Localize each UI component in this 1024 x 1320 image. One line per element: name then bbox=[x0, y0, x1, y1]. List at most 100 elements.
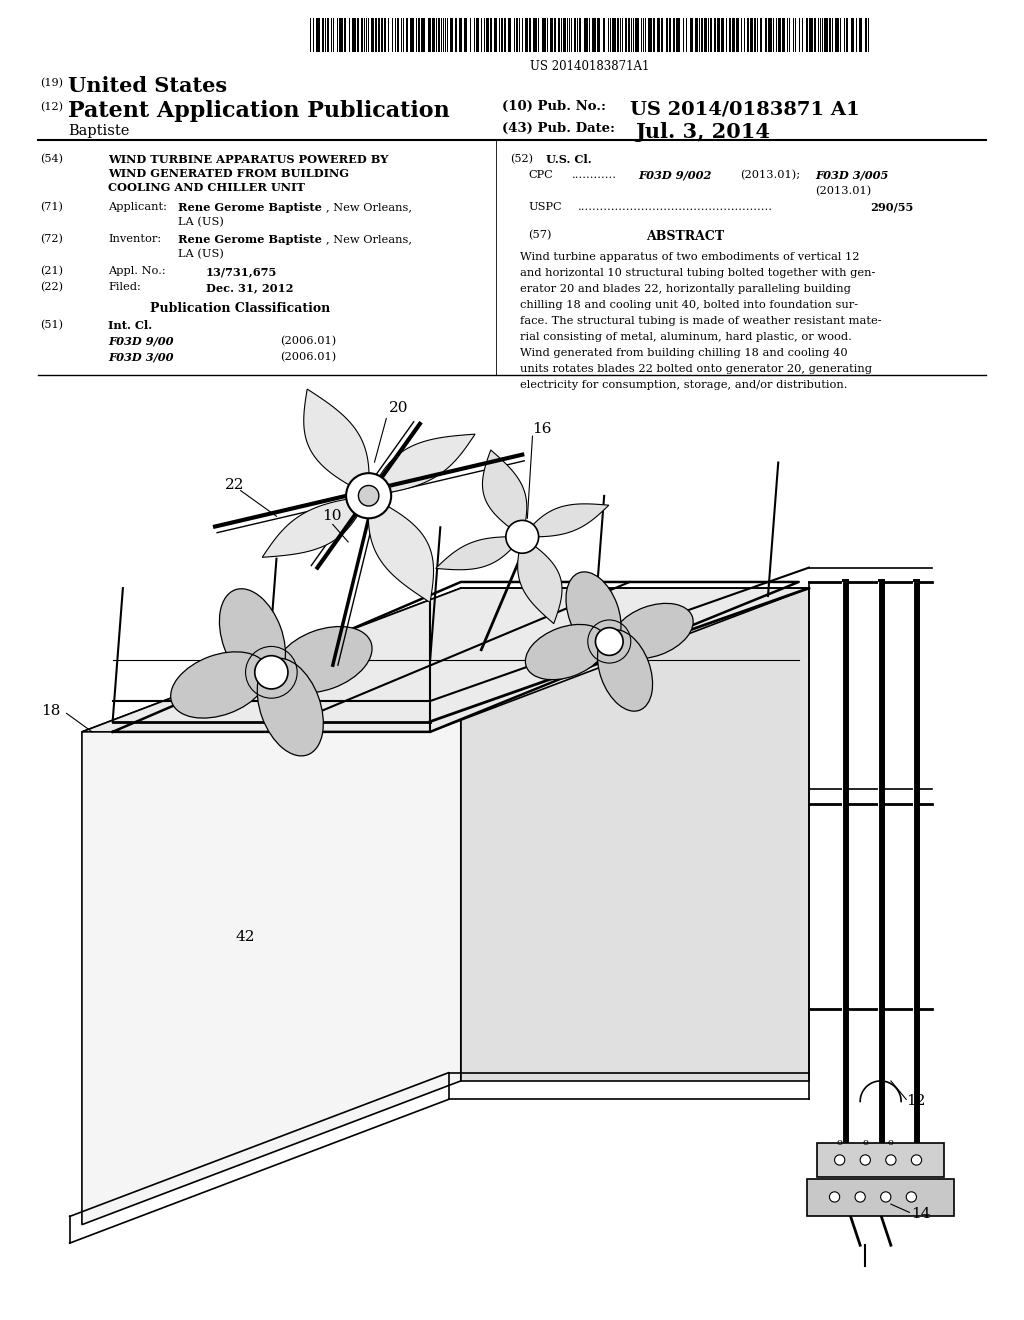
Polygon shape bbox=[435, 537, 522, 570]
Bar bbox=[666, 18, 668, 51]
Bar bbox=[760, 18, 762, 51]
Text: Patent Application Publication: Patent Application Publication bbox=[68, 100, 450, 121]
Bar bbox=[859, 18, 862, 51]
Text: Rene Gerome Baptiste: Rene Gerome Baptiste bbox=[178, 234, 322, 246]
Bar bbox=[384, 18, 386, 51]
Bar bbox=[558, 18, 560, 51]
Bar bbox=[397, 18, 399, 51]
Bar bbox=[657, 18, 660, 51]
Bar bbox=[357, 18, 359, 51]
Polygon shape bbox=[518, 537, 562, 623]
Bar bbox=[550, 18, 553, 51]
Bar bbox=[410, 18, 414, 51]
Bar bbox=[438, 18, 440, 51]
Bar bbox=[529, 18, 531, 51]
FancyBboxPatch shape bbox=[817, 1143, 944, 1177]
Polygon shape bbox=[82, 589, 809, 731]
Bar bbox=[450, 18, 453, 51]
Polygon shape bbox=[369, 496, 433, 602]
Text: U.S. Cl.: U.S. Cl. bbox=[546, 154, 592, 165]
Polygon shape bbox=[482, 450, 526, 537]
Circle shape bbox=[596, 627, 623, 656]
Bar bbox=[525, 18, 528, 51]
Bar bbox=[316, 18, 319, 51]
Polygon shape bbox=[262, 496, 369, 557]
Ellipse shape bbox=[171, 652, 268, 718]
Circle shape bbox=[358, 486, 379, 506]
Text: (2006.01): (2006.01) bbox=[280, 352, 336, 362]
Bar bbox=[695, 18, 698, 51]
Ellipse shape bbox=[257, 659, 324, 756]
Text: rial consisting of metal, aluminum, hard plastic, or wood.: rial consisting of metal, aluminum, hard… bbox=[520, 333, 852, 342]
Bar bbox=[516, 18, 518, 51]
Text: Filed:: Filed: bbox=[108, 282, 140, 292]
Ellipse shape bbox=[274, 627, 372, 693]
Text: Int. Cl.: Int. Cl. bbox=[108, 319, 153, 331]
Text: (2013.01): (2013.01) bbox=[815, 186, 871, 197]
Text: o: o bbox=[837, 1138, 843, 1147]
Bar bbox=[361, 18, 362, 51]
Circle shape bbox=[255, 656, 288, 689]
Polygon shape bbox=[369, 434, 475, 496]
Bar bbox=[504, 18, 506, 51]
Text: 42: 42 bbox=[236, 931, 255, 944]
Text: 290/55: 290/55 bbox=[870, 202, 913, 213]
Bar bbox=[476, 18, 479, 51]
Text: USPC: USPC bbox=[528, 202, 561, 213]
Ellipse shape bbox=[597, 630, 652, 711]
Bar bbox=[701, 18, 703, 51]
Bar bbox=[563, 18, 566, 51]
Bar bbox=[851, 18, 854, 51]
Bar bbox=[579, 18, 581, 51]
Bar bbox=[406, 18, 408, 51]
Text: WIND GENERATED FROM BUILDING: WIND GENERATED FROM BUILDING bbox=[108, 168, 349, 180]
Bar bbox=[824, 18, 828, 51]
Polygon shape bbox=[304, 389, 369, 496]
Text: (2006.01): (2006.01) bbox=[280, 337, 336, 346]
Text: United States: United States bbox=[68, 77, 227, 96]
Text: 22: 22 bbox=[225, 478, 245, 492]
Bar bbox=[710, 18, 712, 51]
Bar bbox=[673, 18, 675, 51]
Bar bbox=[381, 18, 383, 51]
Text: LA (US): LA (US) bbox=[178, 249, 224, 259]
Bar bbox=[327, 18, 329, 51]
Text: F03D 9/00: F03D 9/00 bbox=[108, 337, 173, 347]
Ellipse shape bbox=[566, 572, 622, 653]
Text: ............: ............ bbox=[572, 170, 617, 180]
Circle shape bbox=[906, 1192, 916, 1203]
Bar bbox=[421, 18, 425, 51]
Bar bbox=[322, 18, 324, 51]
Bar bbox=[676, 18, 680, 51]
Text: COOLING AND CHILLER UNIT: COOLING AND CHILLER UNIT bbox=[108, 182, 305, 193]
Text: (71): (71) bbox=[40, 202, 62, 213]
Bar bbox=[778, 18, 781, 51]
Bar bbox=[768, 18, 772, 51]
Ellipse shape bbox=[612, 603, 693, 659]
Bar bbox=[534, 18, 537, 51]
Bar bbox=[584, 18, 588, 51]
Text: Jul. 3, 2014: Jul. 3, 2014 bbox=[636, 121, 771, 143]
Text: and horizontal 10 structural tubing bolted together with gen-: and horizontal 10 structural tubing bolt… bbox=[520, 268, 876, 279]
Bar bbox=[806, 18, 808, 51]
Bar bbox=[635, 18, 639, 51]
Text: Appl. No.:: Appl. No.: bbox=[108, 267, 166, 276]
Text: (19): (19) bbox=[40, 78, 63, 88]
Bar bbox=[717, 18, 720, 51]
Bar bbox=[339, 18, 343, 51]
Bar bbox=[494, 18, 497, 51]
Text: Wind turbine apparatus of two embodiments of vertical 12: Wind turbine apparatus of two embodiment… bbox=[520, 252, 859, 261]
Bar bbox=[597, 18, 600, 51]
Bar bbox=[814, 18, 816, 51]
Ellipse shape bbox=[219, 589, 286, 686]
Circle shape bbox=[829, 1192, 840, 1203]
Text: Inventor:: Inventor: bbox=[108, 234, 161, 244]
Text: (22): (22) bbox=[40, 282, 63, 292]
Bar bbox=[754, 18, 756, 51]
Bar bbox=[714, 18, 716, 51]
Bar bbox=[617, 18, 618, 51]
Bar bbox=[865, 18, 867, 51]
Bar bbox=[378, 18, 380, 51]
Bar bbox=[352, 18, 356, 51]
Text: 18: 18 bbox=[41, 705, 60, 718]
